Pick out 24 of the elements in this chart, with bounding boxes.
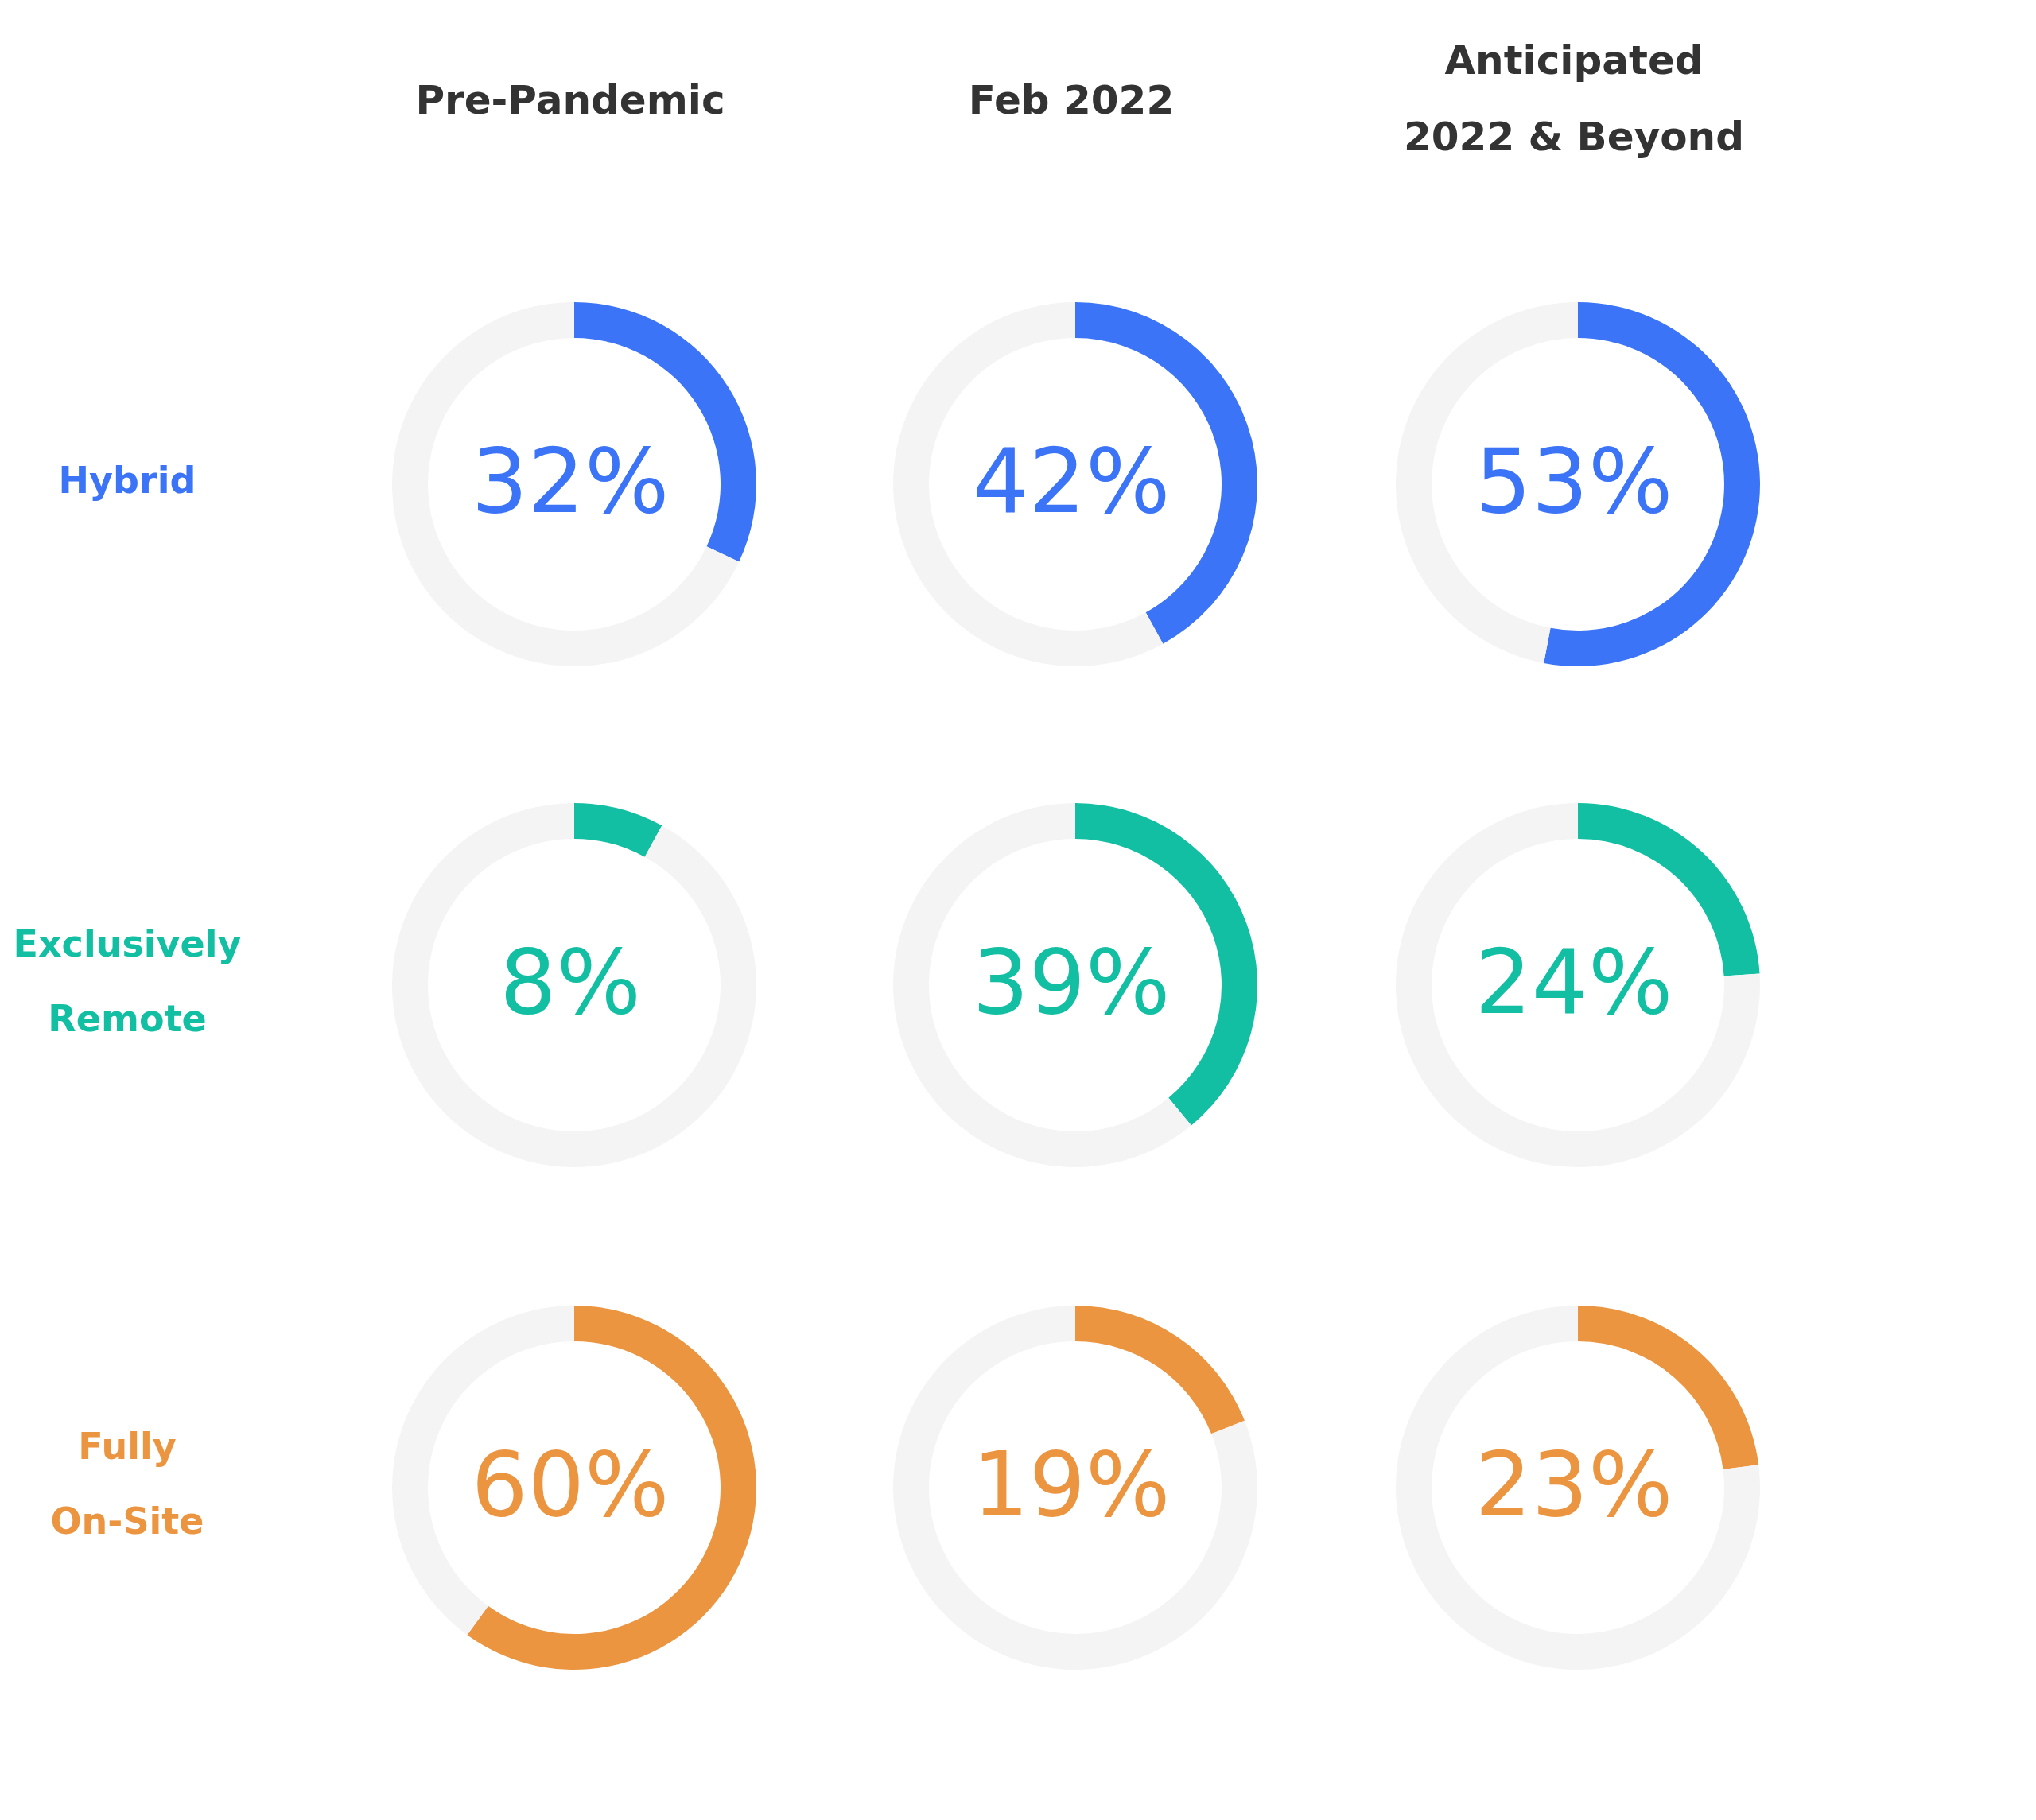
donut-slice	[467, 1306, 756, 1670]
donut-slice	[1075, 1306, 1245, 1434]
donut-slice	[574, 803, 662, 857]
donut-slice	[392, 803, 756, 1167]
text: Hybrid	[57, 458, 197, 503]
donut-slice	[1396, 803, 1760, 1167]
chart-title: Feb 2022	[967, 76, 1175, 125]
text: 60%	[471, 1432, 670, 1536]
text: 42%	[972, 429, 1171, 533]
donut-slice	[893, 1306, 1257, 1670]
chart-title: Anticipated 2022 & Beyond	[1403, 37, 1745, 161]
text: 32%	[471, 429, 670, 533]
chart-title: Pre-Pandemic	[414, 76, 726, 125]
text: 8%	[499, 929, 641, 1034]
text: 24%	[1475, 929, 1673, 1034]
text: Exclusively Remote	[12, 922, 243, 1042]
text: 39%	[972, 929, 1171, 1034]
text: Fully On-Site	[49, 1424, 205, 1544]
text: 23%	[1475, 1432, 1673, 1536]
donut-slice	[1396, 1306, 1760, 1670]
donut-slice	[392, 302, 740, 666]
text: 19%	[972, 1432, 1171, 1536]
text: 53%	[1475, 429, 1673, 533]
donut-slice	[893, 803, 1191, 1167]
